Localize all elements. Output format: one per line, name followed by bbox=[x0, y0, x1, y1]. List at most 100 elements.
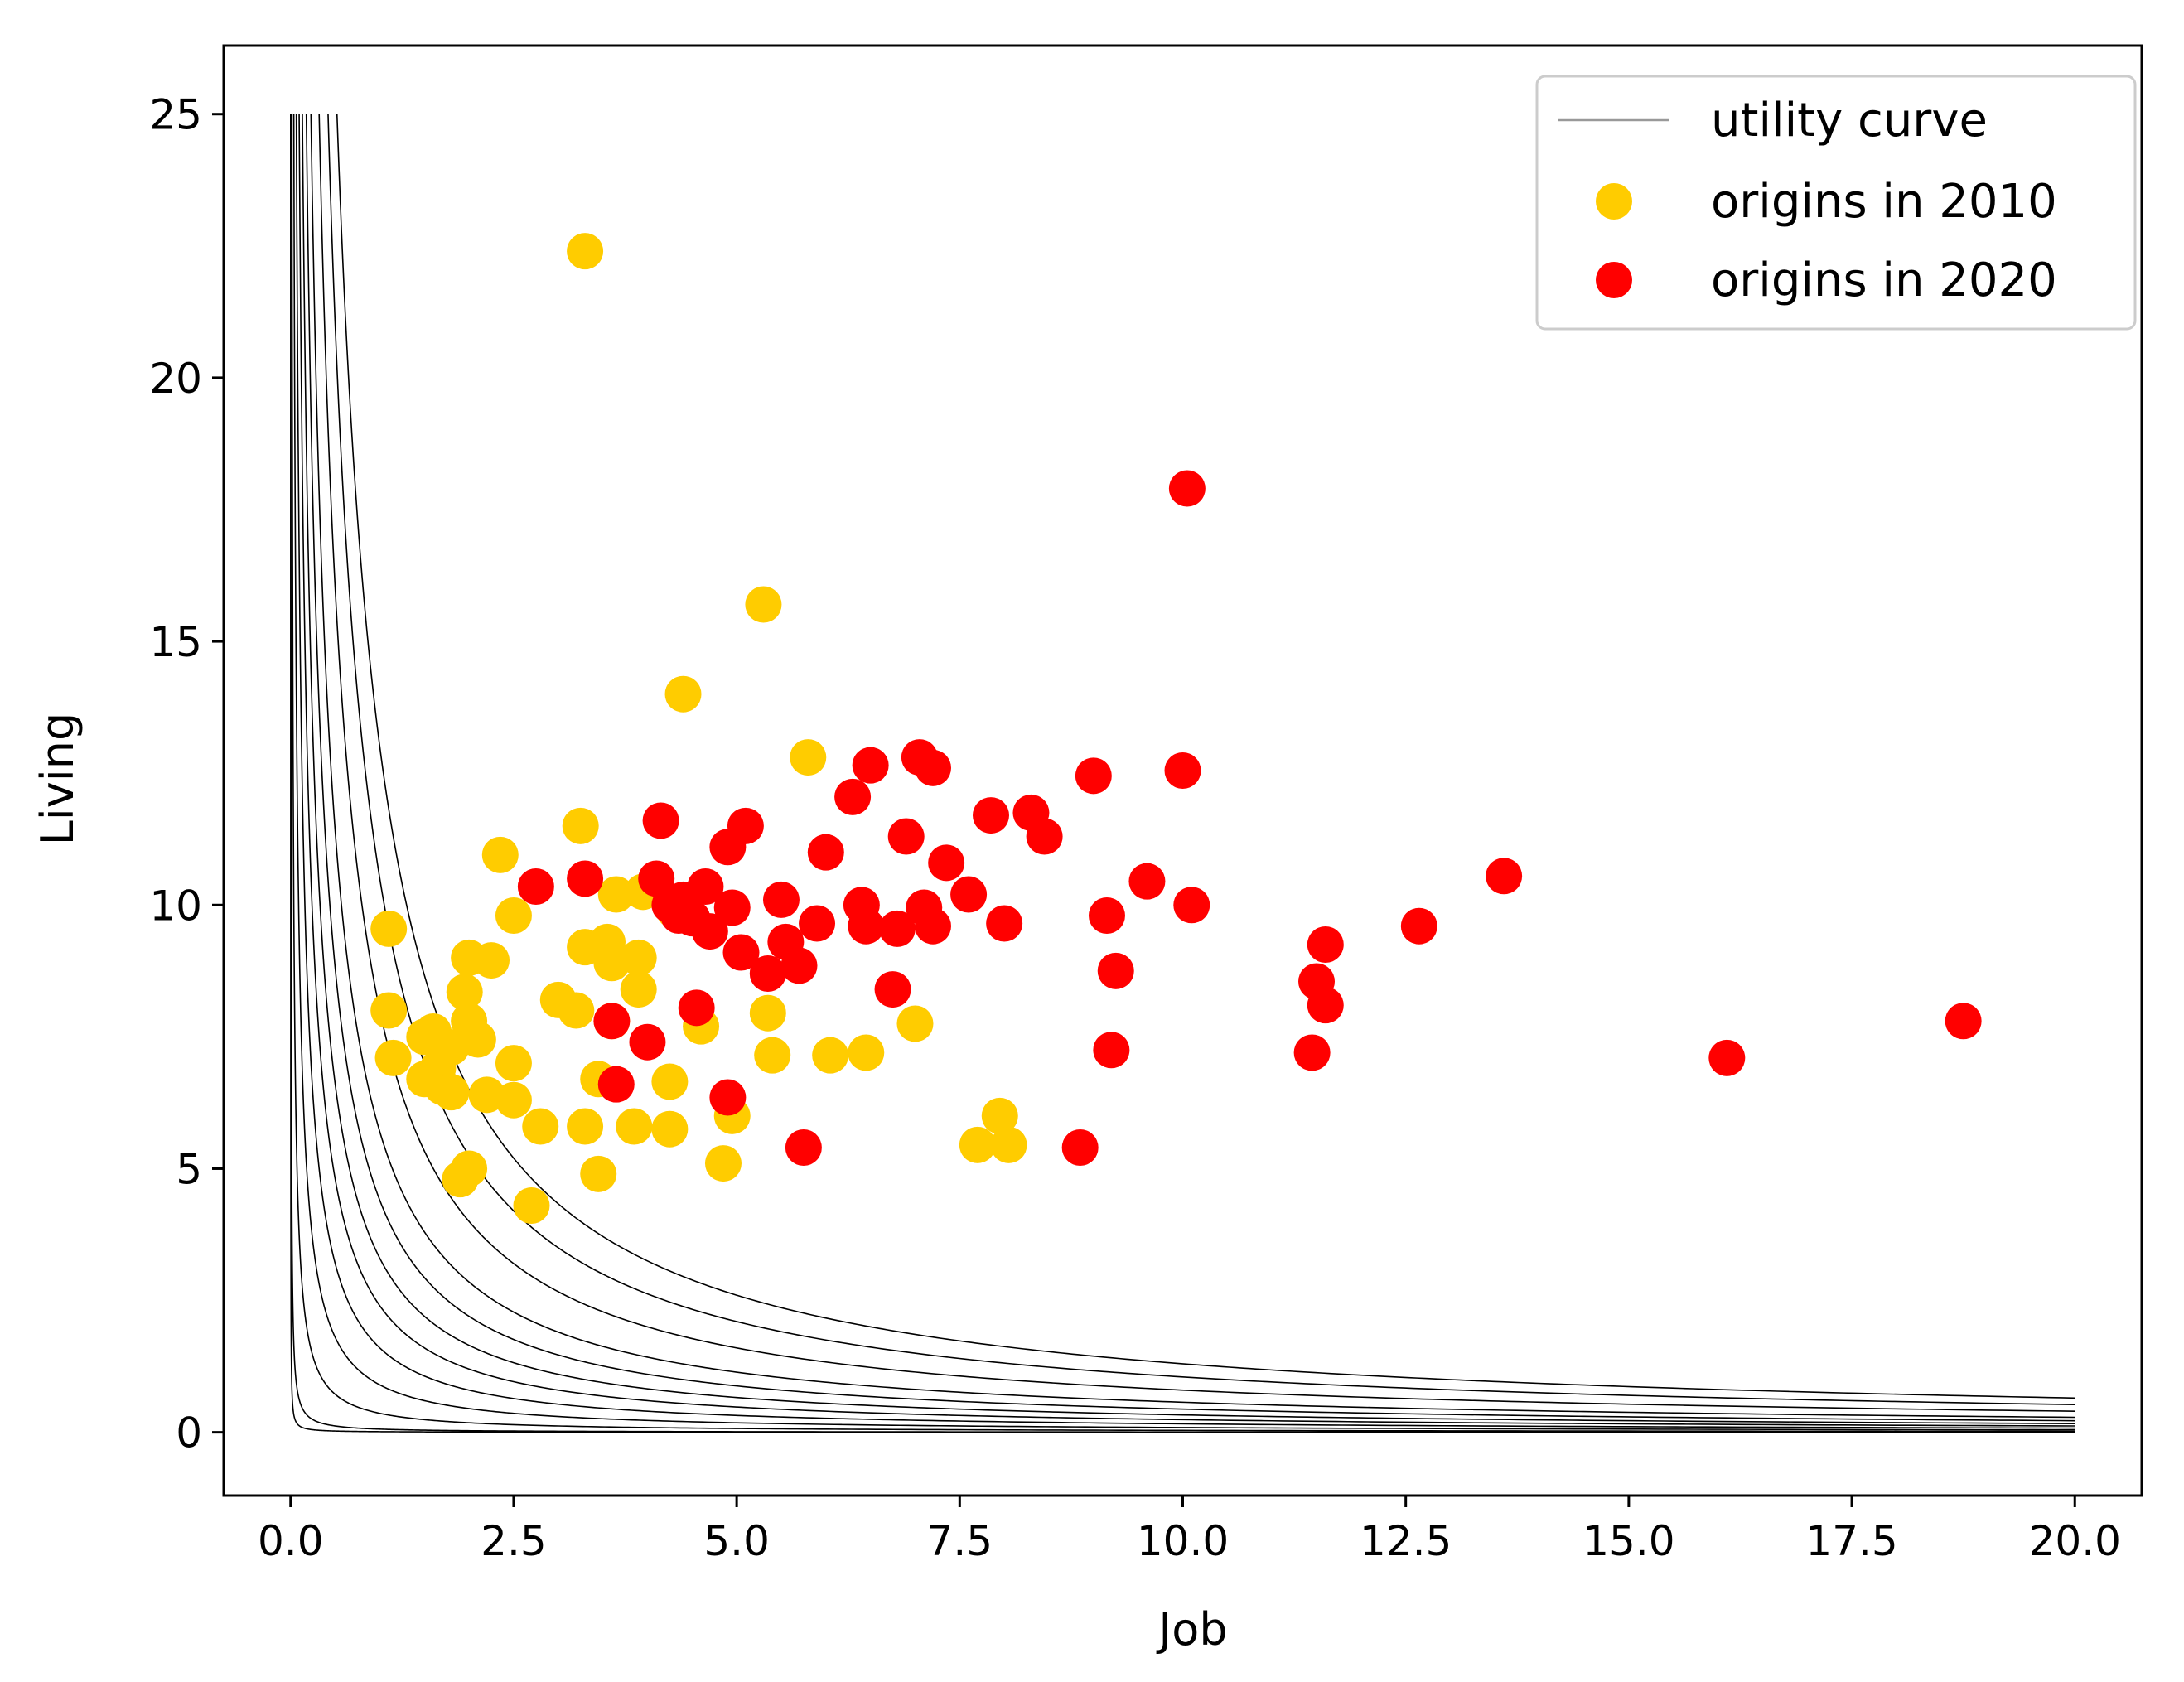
data-point bbox=[374, 1039, 412, 1076]
legend: utility curve origins in 2010 origins in… bbox=[1535, 75, 2137, 331]
legend-label-2020: origins in 2020 bbox=[1711, 254, 2057, 307]
data-point bbox=[1293, 1034, 1331, 1071]
data-point bbox=[1075, 757, 1112, 795]
utility-curve-7 bbox=[302, 114, 2075, 1424]
data-point bbox=[495, 1045, 532, 1082]
legend-2010-marker bbox=[1596, 183, 1632, 220]
data-point bbox=[709, 829, 747, 866]
data-point bbox=[651, 1063, 689, 1100]
data-point bbox=[915, 749, 952, 786]
data-point bbox=[495, 1081, 532, 1119]
data-point bbox=[848, 907, 885, 945]
data-point bbox=[915, 907, 952, 945]
legend-label-utility-curve: utility curve bbox=[1711, 94, 1988, 147]
legend-label-2010: origins in 2010 bbox=[1711, 175, 2057, 229]
data-point bbox=[812, 1037, 849, 1074]
utility-curve-8 bbox=[305, 114, 2075, 1422]
data-point bbox=[762, 881, 800, 918]
data-point bbox=[562, 807, 599, 844]
data-point bbox=[959, 1126, 996, 1163]
x-axis: 0.0 2.5 5.0 7.5 10.0 12.5 15.0 17.5 20.0 bbox=[258, 1496, 2121, 1565]
data-point bbox=[878, 910, 916, 947]
data-point bbox=[1307, 987, 1344, 1024]
data-point bbox=[1307, 926, 1344, 963]
y-tick-label: 0 bbox=[176, 1409, 202, 1457]
data-point bbox=[459, 1021, 496, 1058]
x-tick-label: 15.0 bbox=[1582, 1517, 1674, 1565]
data-point bbox=[432, 1074, 470, 1111]
data-point bbox=[709, 1079, 747, 1116]
x-tick-label: 17.5 bbox=[1805, 1517, 1897, 1565]
utility-curve-6 bbox=[298, 114, 2075, 1427]
data-point bbox=[495, 897, 532, 934]
data-point bbox=[597, 876, 635, 913]
data-point bbox=[981, 1097, 1018, 1134]
y-tick-label: 15 bbox=[149, 618, 202, 666]
utility-curve-1 bbox=[290, 114, 2075, 1433]
data-point bbox=[651, 1110, 689, 1148]
data-point bbox=[1486, 858, 1523, 895]
x-axis-title: Job bbox=[1156, 1603, 1227, 1655]
data-point bbox=[785, 1129, 822, 1166]
data-point bbox=[558, 992, 595, 1029]
y-axis-title: Living bbox=[31, 713, 84, 846]
data-point bbox=[713, 889, 751, 926]
data-point bbox=[1945, 1003, 1982, 1040]
data-point bbox=[834, 778, 872, 815]
utility-curve-9 bbox=[310, 114, 2075, 1419]
data-point bbox=[620, 939, 657, 976]
data-point bbox=[704, 1145, 742, 1182]
utility-curve-12 bbox=[336, 114, 2075, 1399]
data-point bbox=[1026, 818, 1063, 855]
series-2020 bbox=[517, 470, 1982, 1166]
data-point bbox=[780, 947, 818, 984]
legend-box bbox=[1535, 75, 2137, 331]
data-point bbox=[807, 834, 844, 871]
utility-curve-4 bbox=[292, 114, 2075, 1431]
x-tick-label: 0.0 bbox=[258, 1517, 324, 1565]
data-point bbox=[513, 1187, 550, 1224]
data-point bbox=[722, 934, 760, 971]
data-point bbox=[1164, 752, 1201, 789]
data-point bbox=[567, 233, 604, 270]
data-point bbox=[1128, 863, 1166, 900]
data-point bbox=[517, 868, 554, 905]
x-tick-label: 5.0 bbox=[703, 1517, 770, 1565]
data-point bbox=[597, 1066, 635, 1103]
data-point bbox=[990, 1126, 1027, 1163]
data-point bbox=[799, 905, 836, 942]
data-point bbox=[442, 1161, 479, 1198]
y-tick-label: 25 bbox=[149, 91, 202, 139]
data-point bbox=[473, 942, 510, 979]
data-point bbox=[928, 844, 965, 882]
data-point bbox=[848, 1034, 885, 1071]
data-point bbox=[745, 586, 782, 623]
data-point bbox=[593, 1003, 631, 1040]
y-tick-label: 10 bbox=[149, 882, 202, 930]
utility-curves-layer bbox=[290, 114, 2075, 1433]
y-tick-label: 20 bbox=[149, 355, 202, 403]
data-point bbox=[852, 747, 889, 784]
data-point bbox=[642, 802, 679, 839]
data-point bbox=[567, 860, 604, 897]
utility-curve-3 bbox=[291, 114, 2075, 1433]
data-point bbox=[1088, 897, 1125, 934]
x-tick-label: 2.5 bbox=[481, 1517, 547, 1565]
utility-curve-11 bbox=[327, 114, 2075, 1406]
legend-2020-marker bbox=[1596, 262, 1632, 298]
data-point bbox=[1168, 470, 1206, 507]
data-point bbox=[896, 1005, 934, 1042]
data-point bbox=[986, 905, 1023, 942]
data-point bbox=[678, 989, 715, 1027]
data-point bbox=[567, 1108, 604, 1145]
data-point bbox=[664, 675, 702, 713]
data-point bbox=[790, 739, 827, 776]
data-point bbox=[874, 971, 911, 1008]
data-point bbox=[691, 913, 728, 950]
y-axis: 0 5 10 15 20 25 bbox=[149, 91, 224, 1457]
x-tick-label: 10.0 bbox=[1137, 1517, 1229, 1565]
data-point bbox=[749, 994, 786, 1032]
utility-curve-5 bbox=[295, 114, 2075, 1429]
data-point bbox=[580, 1155, 617, 1192]
